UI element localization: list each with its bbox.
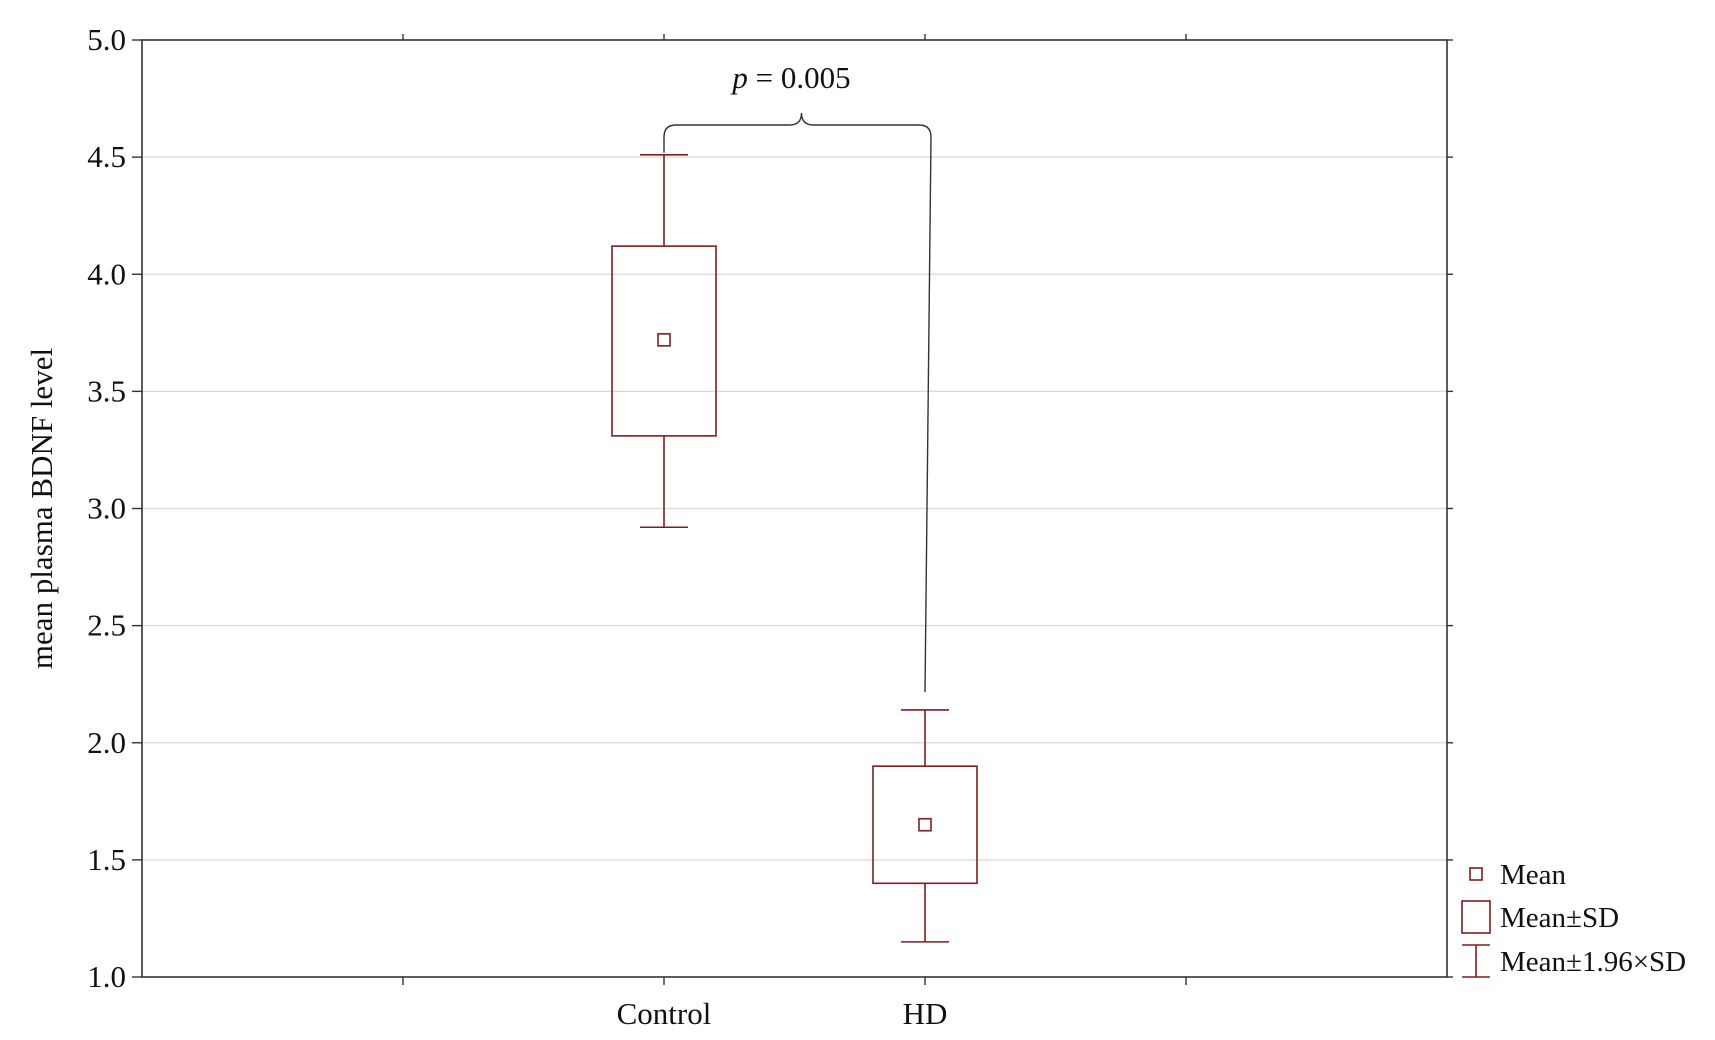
y-tick-label: 3.0	[87, 491, 126, 526]
x-tick-label: Control	[617, 996, 712, 1031]
mean-marker	[918, 817, 932, 832]
group-control	[611, 153, 717, 529]
grid-lines	[142, 156, 1447, 861]
y-tick-label: 1.5	[87, 842, 126, 877]
bracket-line	[663, 112, 932, 692]
legend-label: Mean±1.96×SD	[1500, 946, 1686, 978]
p-symbol: p	[730, 60, 748, 95]
legend: Mean Mean±SD Mean±1.96×SD	[1461, 859, 1686, 978]
p-value-label: p = 0.005	[730, 60, 850, 95]
legend-label: Mean±SD	[1500, 902, 1619, 934]
mean-marker	[657, 333, 671, 347]
series-marks	[611, 153, 978, 943]
y-tick-label: 3.5	[87, 373, 126, 408]
significance-bracket: p = 0.005	[663, 60, 932, 692]
y-tick-label: 5.0	[87, 22, 126, 57]
legend-label: Mean	[1500, 859, 1567, 891]
x-axis-ticks: Control HD	[402, 34, 1187, 1031]
p-value: = 0.005	[748, 60, 851, 95]
y-axis-ticks: 1.0 1.5 2.0 2.5 3.0 3.5 4.0 4.5 5.0	[87, 22, 1453, 994]
y-tick-label: 4.5	[87, 139, 126, 174]
group-hd	[872, 709, 978, 943]
y-tick-label: 2.5	[87, 608, 126, 643]
legend-mean-marker	[1469, 867, 1483, 881]
y-axis-title: mean plasma BDNF level	[24, 348, 59, 669]
legend-sd-box	[1461, 900, 1491, 934]
y-tick-label: 4.0	[87, 256, 126, 291]
y-tick-label: 2.0	[87, 725, 126, 760]
sd-box	[611, 245, 717, 437]
y-tick-label: 1.0	[87, 959, 126, 994]
sd-box	[872, 765, 978, 885]
x-tick-label: HD	[903, 996, 948, 1031]
